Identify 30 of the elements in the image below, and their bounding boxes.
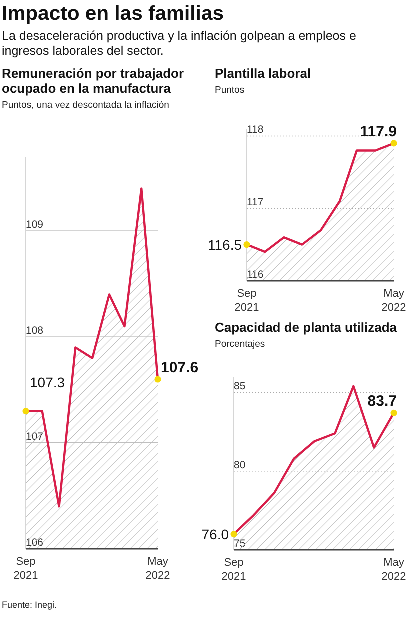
y-tick-label: 117	[247, 196, 264, 209]
y-tick-label: 80	[234, 459, 246, 472]
x-tick-label: Sep 2021	[222, 557, 246, 583]
text: La desaceleración productiva y la inflación golpean a empleos e ingresos laborales del sector.	[2, 29, 356, 58]
x-tick-label: May 2022	[382, 288, 406, 314]
source-note: Fuente: Inegi.	[2, 600, 58, 610]
chart-subtitle: Porcentajes	[215, 339, 266, 350]
data-label: 83.7	[368, 393, 397, 410]
data-label: 107.6	[161, 359, 199, 376]
data-label: 116.5	[208, 236, 242, 253]
chart-subtitle: Puntos	[215, 85, 245, 96]
data-label: 107.3	[30, 374, 66, 390]
x-tick-label: Sep 2021	[14, 556, 38, 582]
y-tick-label: 85	[234, 380, 246, 393]
y-tick-label: 107	[26, 431, 44, 444]
x-tick-label: May 2022	[382, 557, 406, 583]
y-tick-label: 116	[247, 269, 264, 281]
chart-title: Plantilla laboral	[215, 66, 312, 81]
y-tick-label: 118	[247, 124, 264, 136]
chart-subtitle: Puntos, una vez descontada la inflación	[2, 100, 170, 111]
x-tick-label: Sep 2021	[234, 288, 260, 314]
y-tick-label: 109	[26, 219, 44, 232]
y-tick-label: 106	[26, 537, 44, 549]
data-label: 117.9	[360, 123, 397, 140]
text: Impacto en las familias	[2, 3, 224, 25]
data-label: 76.0	[202, 526, 230, 542]
chart-title: Capacidad de planta utilizada	[215, 320, 398, 335]
y-tick-label: 108	[26, 325, 44, 338]
x-tick-label: May 2022	[146, 556, 170, 582]
chart-title: Remuneración por trabajador ocupado en la manufactura	[2, 66, 184, 96]
